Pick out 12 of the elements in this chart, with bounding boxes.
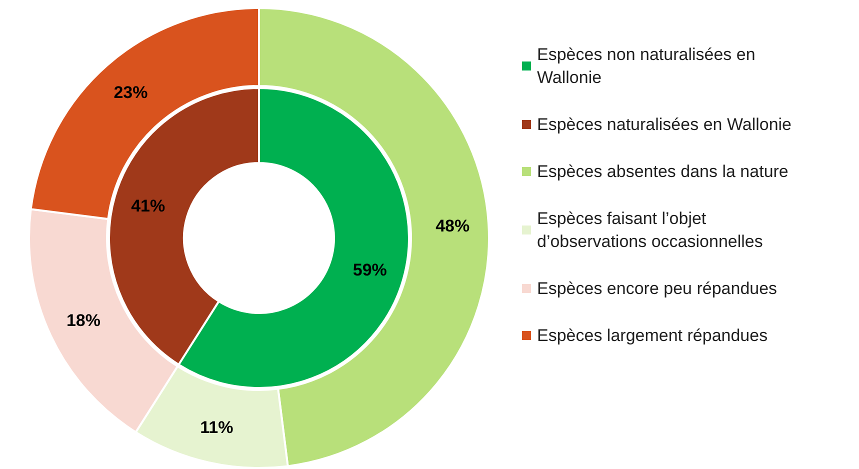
data-label: 41%	[131, 196, 166, 216]
data-label: 59%	[352, 260, 387, 280]
data-label: 48%	[436, 216, 470, 236]
data-label: 11%	[200, 418, 234, 437]
legend-label: Espèces faisant l’objet d’observations occasionnelles	[537, 209, 763, 251]
data-label: 23%	[114, 82, 148, 102]
legend-label: Espèces naturalisées en Wallonie	[537, 115, 792, 134]
legend-label: Espèces absentes dans la nature	[537, 162, 788, 181]
legend-label: Espèces encore peu répandues	[537, 279, 778, 298]
legend-label: Espèces largement répandues	[537, 326, 768, 345]
data-label: 18%	[66, 311, 100, 330]
legend-label: Espèces non naturalisées en Wallonie	[537, 45, 760, 87]
